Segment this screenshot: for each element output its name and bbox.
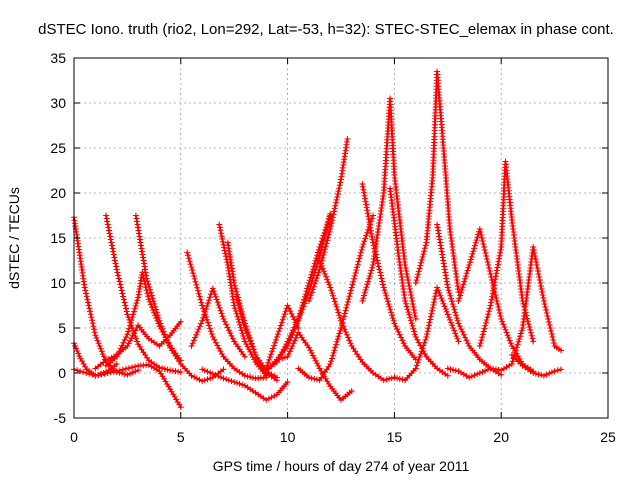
series-markers — [391, 284, 462, 384]
data-series — [273, 329, 355, 403]
series-markers — [455, 226, 537, 375]
data-series — [387, 185, 451, 379]
series-markers — [233, 293, 280, 381]
data-series — [71, 214, 142, 378]
x-axis-label: GPS time / hours of day 274 of year 2011 — [213, 458, 470, 474]
series-markers — [71, 214, 142, 378]
chart-title: dSTEC Iono. truth (rio2, Lon=292, Lat=-5… — [38, 21, 614, 38]
series-markers — [434, 221, 505, 378]
data-series — [306, 136, 351, 304]
data-series — [184, 249, 270, 382]
data-series — [412, 68, 462, 295]
x-tick-label: 20 — [493, 429, 509, 445]
data-series — [199, 366, 291, 403]
data-series — [263, 302, 302, 372]
data-series — [188, 285, 248, 360]
data-series — [508, 352, 564, 379]
y-tick-label: 30 — [50, 95, 66, 111]
series-markers — [263, 302, 302, 372]
x-tick-label: 15 — [387, 429, 403, 445]
y-tick-label: 35 — [50, 50, 66, 66]
series-markers — [387, 185, 451, 379]
data-series — [359, 95, 419, 322]
series-markers — [316, 257, 398, 384]
series-markers — [444, 244, 564, 381]
y-tick-label: 20 — [50, 185, 66, 201]
y-axis-label: dSTEC / TECUs — [6, 187, 22, 289]
y-tick-label: 0 — [58, 365, 66, 381]
data-series — [444, 244, 564, 381]
data-series — [233, 293, 280, 381]
series-line — [265, 212, 332, 373]
data-series — [132, 212, 227, 385]
series-markers — [273, 329, 355, 403]
series-line — [72, 216, 140, 376]
data-series — [359, 181, 419, 363]
x-tick-label: 25 — [600, 429, 616, 445]
x-tick-label: 10 — [280, 429, 296, 445]
x-tick-label: 5 — [177, 429, 185, 445]
data-series — [316, 257, 398, 384]
series-markers — [184, 249, 270, 382]
y-tick-label: 15 — [50, 230, 66, 246]
x-tick-label: 0 — [70, 429, 78, 445]
series-markers — [199, 366, 291, 403]
y-tick-label: -5 — [54, 410, 67, 426]
axis-ticks — [73, 57, 609, 419]
data-series — [455, 226, 537, 375]
series-markers — [359, 95, 419, 322]
y-tick-label: 25 — [50, 140, 66, 156]
data-series-group — [71, 68, 564, 411]
y-tick-label: 5 — [58, 320, 66, 336]
grid-lines — [74, 58, 608, 418]
series-markers — [508, 352, 564, 379]
y-tick-label: 10 — [50, 275, 66, 291]
series-line — [446, 245, 563, 379]
y-tick-labels: -5 0 5 10 15 20 25 30 35 — [50, 50, 66, 426]
series-markers — [306, 136, 351, 304]
series-markers — [412, 68, 462, 295]
series-markers — [188, 285, 248, 360]
x-tick-labels: 0 5 10 15 20 25 — [70, 429, 616, 445]
series-markers — [359, 181, 419, 363]
series-markers — [132, 212, 227, 385]
data-series — [391, 284, 462, 384]
